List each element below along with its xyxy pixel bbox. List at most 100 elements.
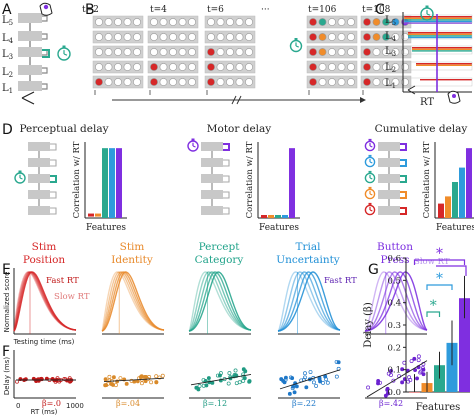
activity-bar	[412, 47, 472, 49]
feature-bar	[282, 215, 288, 218]
unit-dot	[347, 63, 355, 71]
activity-bar	[408, 35, 472, 37]
delay-bar	[409, 392, 420, 393]
y-tick-label: 0.5	[387, 276, 401, 286]
unit-dot	[337, 48, 346, 56]
delay-point	[149, 380, 154, 385]
activity-bar	[404, 17, 472, 19]
beta-label: β=.42	[379, 399, 403, 408]
unit-dot	[382, 63, 390, 71]
delay-point	[303, 371, 307, 376]
unit-dot	[309, 78, 317, 86]
decoding-curve	[188, 271, 252, 332]
hand-press-icon	[447, 90, 461, 104]
recurrent-arrow	[42, 67, 48, 74]
decoding-curve	[101, 271, 165, 332]
unit-dot	[391, 48, 400, 56]
delay-point	[287, 391, 292, 396]
axis-xlabel: Testing time (ms)	[13, 338, 75, 346]
decoding-curve	[277, 271, 341, 332]
unit-dot	[188, 33, 196, 41]
y-tick-label: 0.3	[387, 321, 401, 331]
y-tick-label: 0.6	[387, 254, 401, 264]
layer-stack	[364, 138, 407, 216]
layer-block	[18, 13, 42, 23]
activation-grid	[360, 15, 412, 95]
delay-point	[115, 379, 120, 384]
delay-point	[419, 369, 424, 374]
unit-dot	[188, 63, 196, 71]
unit-dot	[159, 33, 168, 41]
axis-ylabel: Correlation w/ RT	[245, 141, 255, 218]
unit-dot	[207, 63, 215, 71]
unit-dot	[114, 63, 122, 71]
unit-dot	[328, 33, 336, 41]
delay-point	[416, 354, 421, 359]
axis-ylabel: Correlation w/ RT	[422, 141, 432, 218]
delay-point	[139, 381, 144, 386]
delay-point	[308, 370, 313, 374]
eye-icon	[21, 91, 35, 105]
unit-dot	[363, 18, 371, 26]
layer-block	[18, 47, 42, 57]
feature-title-line2: Identity	[111, 254, 153, 266]
layer-label-l3: L3	[385, 46, 396, 58]
decoding-curve	[277, 271, 341, 332]
panel-d: Perceptual delay Motor delay Cumulative de…	[14, 123, 474, 233]
panel-d-title: Perceptual delay	[19, 123, 108, 135]
y-tick-label: 0.1	[387, 366, 401, 376]
unit-dot	[363, 33, 371, 41]
unit-dot	[318, 18, 327, 26]
unit-dot	[309, 63, 317, 71]
feature-title-line1: Percept	[199, 241, 241, 253]
clock-icon	[289, 38, 303, 53]
activity-bar	[416, 64, 472, 66]
axis-xlabel: Features	[436, 223, 474, 233]
unit-dot	[318, 33, 327, 41]
feature-title-line1: Button	[377, 241, 413, 253]
layer-label-l5: L5	[2, 15, 13, 27]
delay-point	[415, 376, 419, 381]
decoding-curve	[364, 271, 428, 332]
delay-point	[206, 376, 211, 381]
unit-dot	[150, 48, 158, 56]
unit-dot	[309, 48, 317, 56]
delay-point	[385, 387, 390, 392]
feature-bar	[109, 148, 115, 218]
layer-label-l2: L2	[2, 67, 13, 79]
unit-dot	[318, 78, 327, 86]
significance-bracket: *	[426, 271, 453, 290]
delay-point	[227, 371, 232, 376]
unit-dot	[347, 48, 355, 56]
delay-point	[314, 383, 319, 388]
unit-dot	[123, 18, 132, 26]
decoding-curve	[188, 271, 252, 332]
unit-dot	[178, 48, 187, 56]
unit-dot	[401, 78, 409, 86]
axis-xlabel: Features	[416, 402, 461, 413]
delay-point	[409, 359, 414, 364]
recurrent-arrow	[42, 83, 48, 90]
layer-label-l4: L4	[2, 33, 14, 45]
delay-point	[383, 393, 388, 398]
panel-b: t=2 t=4 t=6 ··· t=106 t=108	[82, 5, 412, 105]
delay-point	[389, 368, 393, 373]
feature-title-line2: Uncertainty	[276, 254, 340, 266]
layer-stack	[14, 142, 57, 215]
recurrent-arrow	[42, 33, 48, 40]
delay-point	[129, 378, 134, 383]
delay-point	[317, 376, 322, 381]
clock-icon	[364, 186, 376, 200]
activation-grid	[204, 15, 256, 95]
unit-dot	[372, 63, 381, 71]
axis-ylabel: Delay (β)	[363, 302, 374, 348]
unit-dot	[328, 18, 336, 26]
delay-point	[400, 380, 405, 385]
delay-point	[226, 381, 231, 386]
unit-dot	[382, 18, 390, 26]
panel-d-title: Motor delay	[207, 123, 272, 135]
delay-point	[303, 375, 307, 380]
unit-dot	[226, 63, 234, 71]
layer-label-l2: L2	[385, 62, 396, 74]
unit-dot	[178, 18, 187, 26]
